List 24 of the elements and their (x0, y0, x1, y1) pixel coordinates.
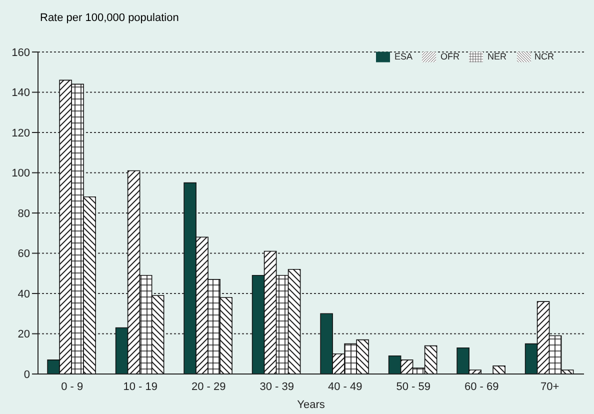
y-tick-label: 20 (18, 328, 30, 341)
x-tick-label: 70+ (540, 380, 560, 393)
x-tick-label: 0 - 9 (61, 380, 84, 393)
y-tick-label: 160 (12, 46, 30, 59)
x-tick-label: 50 - 59 (396, 380, 430, 393)
x-tick-label: 20 - 29 (192, 380, 226, 393)
x-tick-label: 30 - 39 (260, 380, 294, 393)
x-tick-label: 10 - 19 (123, 380, 158, 393)
legend-label: NCR (534, 51, 554, 62)
y-tick-label: 100 (12, 168, 30, 180)
y-tick-label: 0 (24, 368, 30, 381)
x-axis-title: Years (297, 399, 326, 411)
x-tick-label: 40 - 49 (328, 380, 362, 393)
y-tick-label: 120 (12, 127, 30, 140)
y-axis-title: Rate per 100,000 population (40, 12, 179, 24)
y-tick-label: 60 (18, 248, 30, 260)
y-tick-label: 40 (18, 288, 30, 300)
legend-label: OFR (440, 51, 460, 62)
legend-label: NER (487, 51, 506, 62)
bar (492, 366, 506, 374)
x-tick-label: 60 - 69 (464, 380, 499, 393)
y-tick-label: 80 (18, 208, 30, 220)
y-tick-label: 140 (12, 87, 30, 100)
legend-label: ESA (394, 51, 412, 62)
